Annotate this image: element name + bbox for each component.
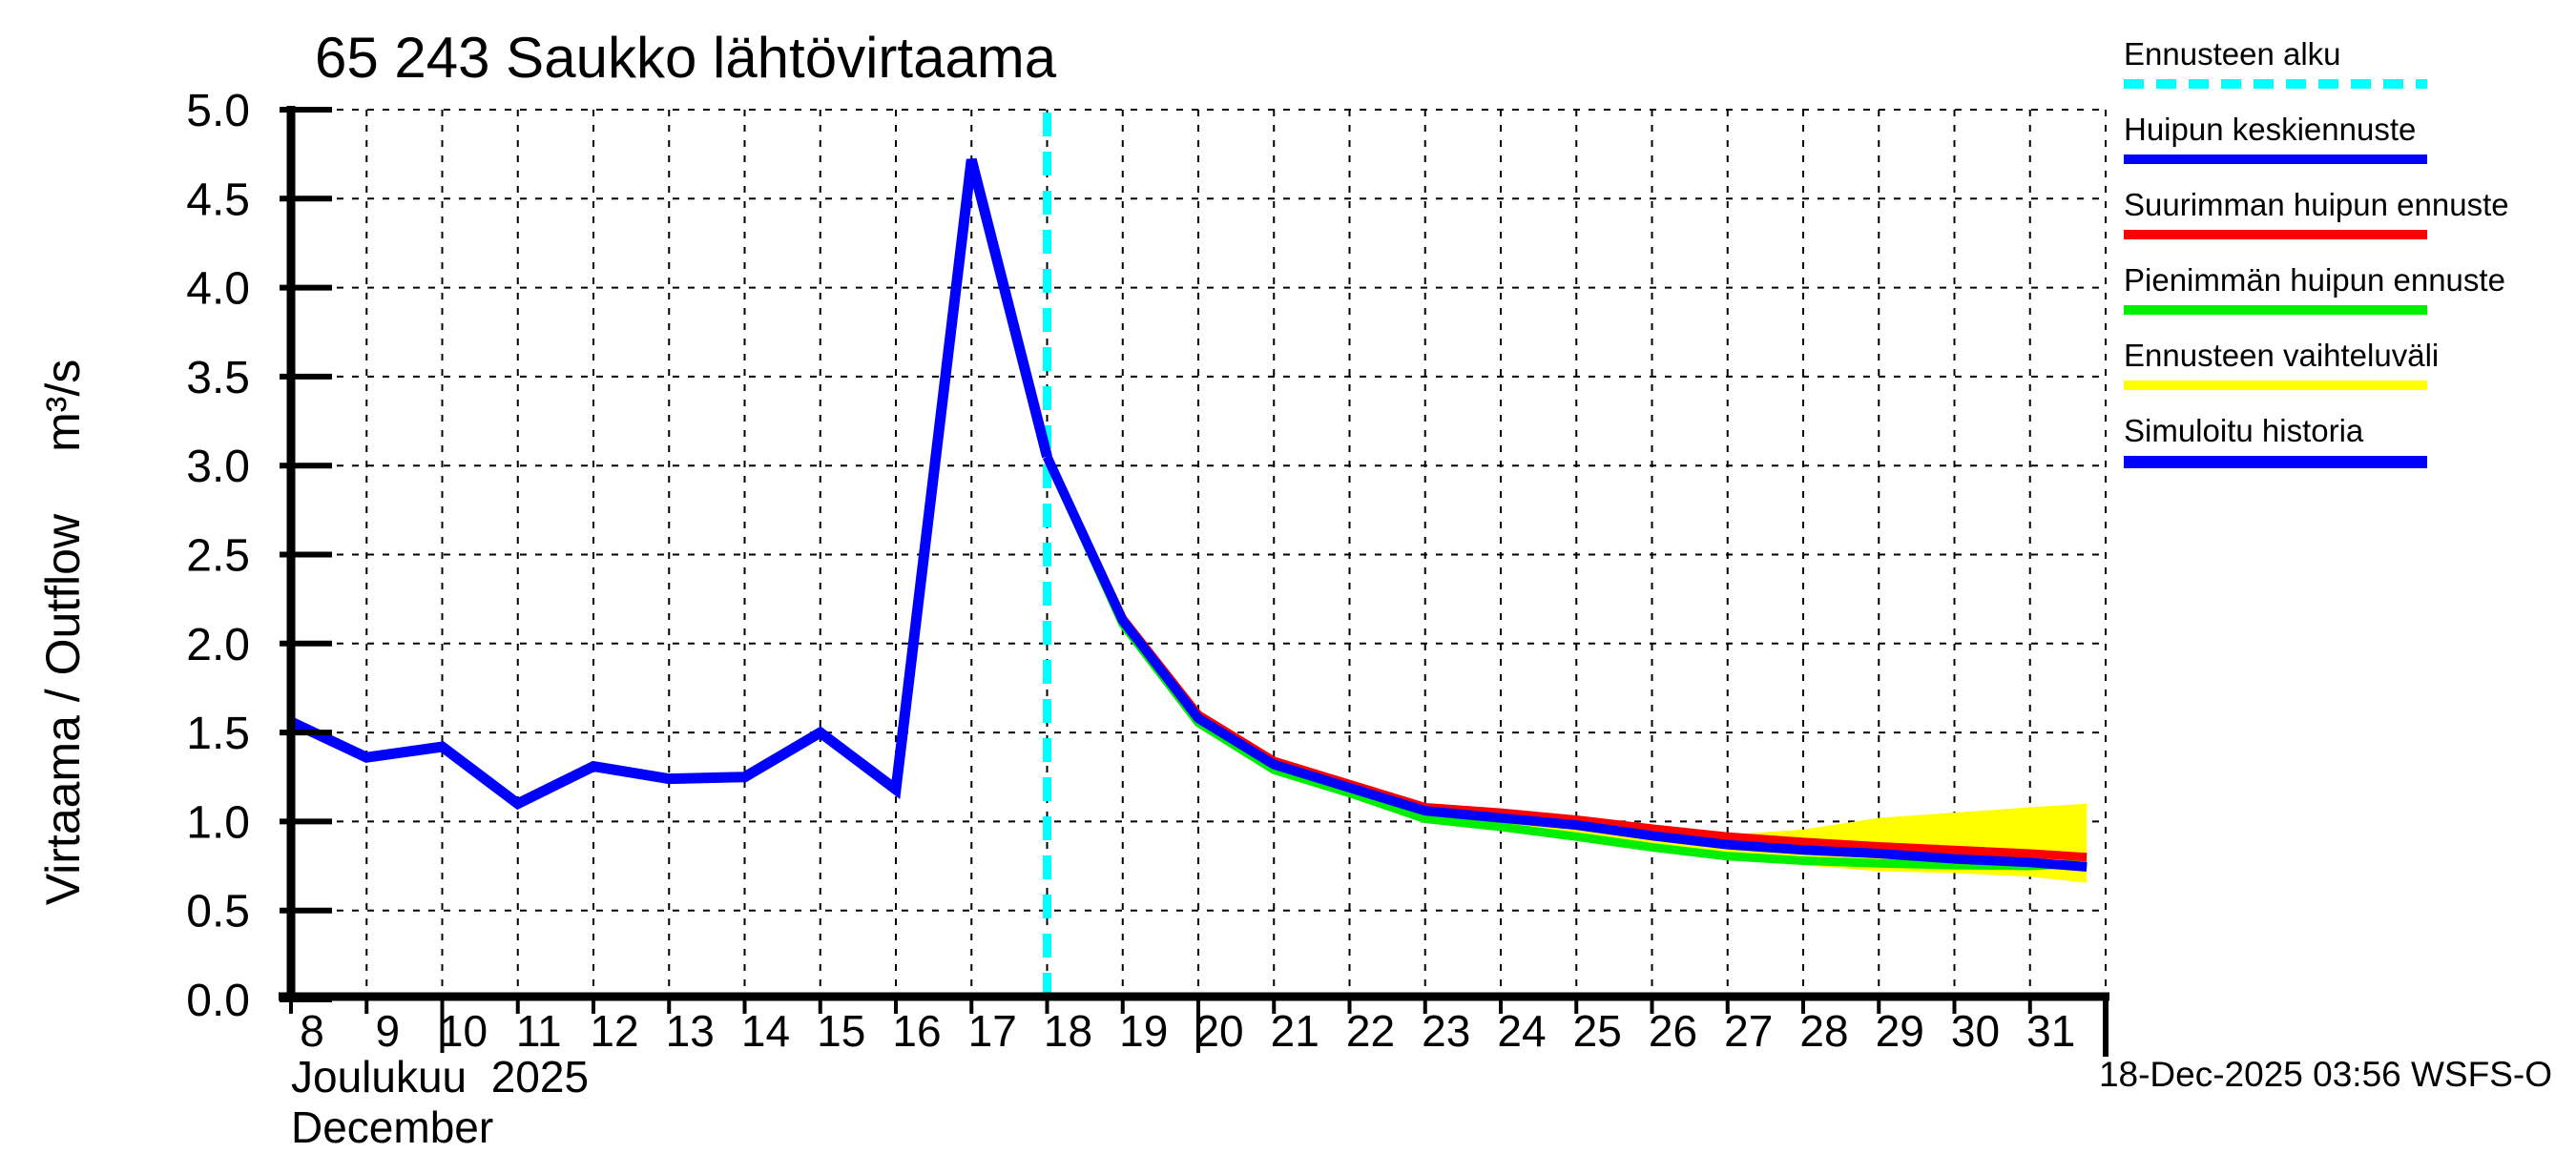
series-line-0: [288, 157, 1052, 811]
x-axis-month-english: December: [291, 1102, 494, 1152]
y-tick-label: 1.5: [186, 709, 250, 759]
simulated-history-line-swatch: [2124, 455, 2427, 468]
y-tick-label: 0.5: [186, 887, 250, 937]
x-axis-month-finnish: Joulukuu 2025: [291, 1052, 590, 1102]
y-tick-label: 2.5: [186, 531, 250, 582]
forecast-range-band: [1198, 714, 2088, 883]
x-tick-label: 18: [1044, 1006, 1092, 1056]
x-tick-label: 23: [1422, 1006, 1470, 1056]
legend-label: Ennusteen vaihteluväli: [2124, 337, 2440, 373]
x-tick-label: 12: [590, 1006, 638, 1056]
legend-item-forecast-range: Ennusteen vaihteluväli: [2124, 338, 2563, 390]
legend-label: Suurimman huipun ennuste: [2124, 186, 2509, 222]
legend-label: Pienimmän huipun ennuste: [2124, 261, 2505, 298]
legend-label: Huipun keskiennuste: [2124, 111, 2417, 147]
x-tick-label: 22: [1346, 1006, 1395, 1056]
x-tick-label: 10: [439, 1006, 488, 1056]
x-tick-label: 13: [666, 1006, 715, 1056]
y-tick-label: 3.0: [186, 442, 250, 492]
min-forecast-line-swatch: [2124, 304, 2427, 315]
x-tick-label: 8: [300, 1006, 324, 1056]
x-tick-label: 25: [1573, 1006, 1622, 1056]
forecast-start-line-swatch: [2124, 78, 2427, 89]
x-tick-label: 24: [1497, 1006, 1546, 1056]
x-tick-label: 16: [892, 1006, 941, 1056]
x-tick-label: 21: [1271, 1006, 1319, 1056]
series-line-3: [1043, 455, 2088, 871]
page-title: 65 243 Saukko lähtövirtaama: [315, 26, 1057, 90]
legend-item-simulated-history: Simuloitu historia: [2124, 413, 2563, 468]
x-tick-label: 30: [1951, 1006, 2000, 1056]
legend-label: Ennusteen alku: [2124, 36, 2341, 72]
legend: Ennusteen alku Huipun keskiennuste Suuri…: [2124, 36, 2563, 491]
legend-item-forecast-start: Ennusteen alku: [2124, 36, 2563, 89]
x-tick-label: 27: [1724, 1006, 1773, 1056]
x-tick-label: 20: [1195, 1006, 1243, 1056]
median-forecast-line-swatch: [2124, 154, 2427, 164]
legend-item-min-forecast: Pienimmän huipun ennuste: [2124, 262, 2563, 315]
x-tick-label: 17: [968, 1006, 1017, 1056]
max-forecast-line-swatch: [2124, 229, 2427, 239]
series-line-2: [1043, 454, 2088, 862]
y-tick-label: 2.0: [186, 620, 250, 670]
x-tick-label: 9: [375, 1006, 400, 1056]
y-tick-label: 4.5: [186, 175, 250, 225]
legend-item-max-forecast: Suurimman huipun ennuste: [2124, 187, 2563, 239]
x-tick-label: 29: [1876, 1006, 1924, 1056]
series-line-1: [1042, 454, 2088, 872]
x-tick-label: 28: [1799, 1006, 1848, 1056]
legend-item-median-forecast: Huipun keskiennuste: [2124, 112, 2563, 164]
x-tick-label: 11: [516, 1006, 562, 1056]
x-tick-label: 15: [817, 1006, 865, 1056]
y-tick-label: 5.0: [186, 86, 250, 136]
y-tick-label: 1.0: [186, 797, 250, 848]
forecast-range-band-swatch: [2124, 380, 2427, 390]
x-tick-label: 26: [1649, 1006, 1697, 1056]
y-tick-label: 4.0: [186, 264, 250, 315]
x-tick-label: 14: [741, 1006, 790, 1056]
x-tick-label: 31: [2026, 1006, 2075, 1056]
x-tick-label: 19: [1119, 1006, 1168, 1056]
timestamp-watermark: 18-Dec-2025 03:56 WSFS-O: [2098, 1055, 2552, 1094]
y-tick-label: 3.5: [186, 353, 250, 403]
legend-label: Simuloitu historia: [2124, 412, 2364, 448]
y-tick-label: 0.0: [186, 976, 250, 1026]
